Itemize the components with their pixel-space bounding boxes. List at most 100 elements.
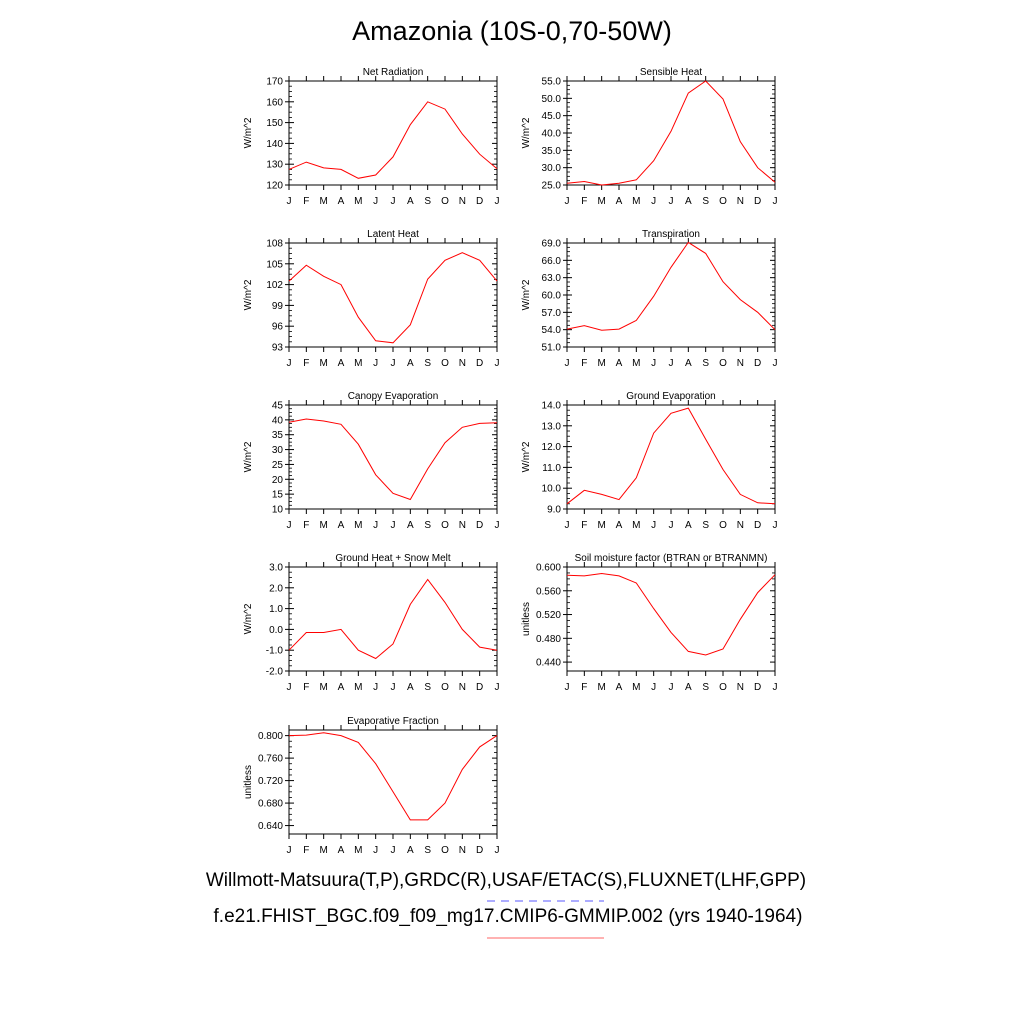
y-axis-label: W/m^2 <box>521 117 532 148</box>
model-case-caption: f.e21.FHIST_BGC.f09_f09_mg17.CMIP6-GMMIP… <box>213 906 803 927</box>
y-tick-label: 40 <box>272 415 284 426</box>
x-tick-label: A <box>338 196 345 207</box>
x-tick-label: O <box>719 682 727 693</box>
x-tick-label: J <box>495 682 500 693</box>
x-tick-label: S <box>702 520 709 531</box>
x-tick-label: M <box>354 520 362 531</box>
x-tick-label: A <box>616 520 623 531</box>
y-tick-label: 60.0 <box>542 291 562 302</box>
x-tick-label: O <box>441 196 449 207</box>
y-tick-label: 120 <box>266 181 283 192</box>
x-tick-label: J <box>373 520 378 531</box>
y-tick-label: 14.0 <box>542 401 562 412</box>
y-tick-label: 45 <box>272 401 284 412</box>
x-tick-label: J <box>495 196 500 207</box>
x-tick-label: M <box>632 358 640 369</box>
series-line <box>288 578 498 660</box>
x-tick-label: J <box>651 196 656 207</box>
panel-evaporative-fraction: Evaporative Fraction unitless 0.640 0.680 0.… <box>243 716 500 856</box>
y-tick-label: 66.0 <box>542 256 562 267</box>
x-tick-label: F <box>303 682 309 693</box>
y-tick-label: 108 <box>266 239 283 250</box>
plot-frame <box>566 80 776 186</box>
panel-transpiration: Transpiration W/m^2 51.0 54.0 57.0 60.0 63.0 66… <box>521 229 778 369</box>
plot-frame <box>288 80 498 186</box>
x-tick-label: J <box>651 682 656 693</box>
x-tick-label: J <box>495 845 500 856</box>
x-tick-label: A <box>407 682 414 693</box>
series-line <box>288 101 498 179</box>
y-tick-label: -2.0 <box>266 667 284 678</box>
y-tick-label: 30 <box>272 445 284 456</box>
x-tick-label: M <box>319 682 327 693</box>
y-tick-label: 50.0 <box>542 94 562 105</box>
x-tick-label: F <box>581 358 587 369</box>
x-tick-label: J <box>287 196 292 207</box>
x-tick-label: N <box>459 845 466 856</box>
y-tick-label: 0.600 <box>536 563 561 574</box>
x-tick-label: D <box>476 196 483 207</box>
y-tick-label: 45.0 <box>542 111 562 122</box>
x-tick-label: N <box>737 682 744 693</box>
x-tick-label: J <box>669 196 674 207</box>
x-tick-label: M <box>319 358 327 369</box>
x-tick-label: J <box>495 520 500 531</box>
x-tick-label: M <box>597 682 605 693</box>
panel-canopy-evaporation: Canopy Evaporation W/m^2 10 15 20 25 30 35 40 45 J… <box>243 391 500 531</box>
y-tick-label: 54.0 <box>542 325 562 336</box>
y-tick-label: 55.0 <box>542 77 562 88</box>
series-line <box>566 407 776 505</box>
x-tick-label: O <box>719 196 727 207</box>
series-line <box>288 732 498 821</box>
x-tick-label: M <box>354 682 362 693</box>
y-axis-label: W/m^2 <box>243 117 254 148</box>
x-tick-label: D <box>476 682 483 693</box>
x-tick-label: A <box>407 196 414 207</box>
panel-title: Evaporative Fraction <box>347 716 439 727</box>
x-tick-label: S <box>424 520 431 531</box>
x-tick-label: J <box>287 358 292 369</box>
y-axis-label: W/m^2 <box>243 603 254 634</box>
series-line <box>566 80 776 186</box>
y-tick-label: 93 <box>272 343 284 354</box>
x-tick-label: S <box>424 845 431 856</box>
y-tick-label: 2.0 <box>269 583 283 594</box>
x-tick-label: J <box>669 520 674 531</box>
y-tick-label: 51.0 <box>542 343 562 354</box>
x-tick-label: A <box>338 682 345 693</box>
x-tick-label: J <box>565 682 570 693</box>
x-tick-label: J <box>773 682 778 693</box>
panel-title: Canopy Evaporation <box>348 391 439 402</box>
y-tick-label: 40.0 <box>542 129 562 140</box>
x-tick-label: F <box>581 196 587 207</box>
x-tick-label: J <box>287 682 292 693</box>
y-tick-label: 0.0 <box>269 625 283 636</box>
x-tick-label: M <box>319 196 327 207</box>
y-tick-label: 13.0 <box>542 421 562 432</box>
y-tick-label: 0.760 <box>258 754 283 765</box>
x-tick-label: A <box>616 196 623 207</box>
y-tick-label: 0.480 <box>536 634 561 645</box>
x-tick-label: M <box>632 196 640 207</box>
y-axis-label: unitless <box>243 765 254 799</box>
x-tick-label: D <box>476 520 483 531</box>
y-tick-label: 170 <box>266 77 283 88</box>
panel-title: Sensible Heat <box>640 67 702 78</box>
y-tick-label: 0.720 <box>258 776 283 787</box>
x-tick-label: D <box>754 358 761 369</box>
x-tick-label: D <box>476 845 483 856</box>
x-tick-label: J <box>651 358 656 369</box>
x-tick-label: J <box>391 520 396 531</box>
x-tick-label: N <box>737 196 744 207</box>
y-tick-label: 3.0 <box>269 563 283 574</box>
y-tick-label: 0.560 <box>536 586 561 597</box>
y-tick-label: 130 <box>266 160 283 171</box>
x-tick-label: O <box>441 845 449 856</box>
y-tick-label: 69.0 <box>542 239 562 250</box>
x-tick-label: J <box>287 845 292 856</box>
x-tick-label: J <box>391 196 396 207</box>
x-tick-label: D <box>754 520 761 531</box>
panel-title: Latent Heat <box>367 229 419 240</box>
x-tick-label: J <box>495 358 500 369</box>
x-tick-label: N <box>737 520 744 531</box>
